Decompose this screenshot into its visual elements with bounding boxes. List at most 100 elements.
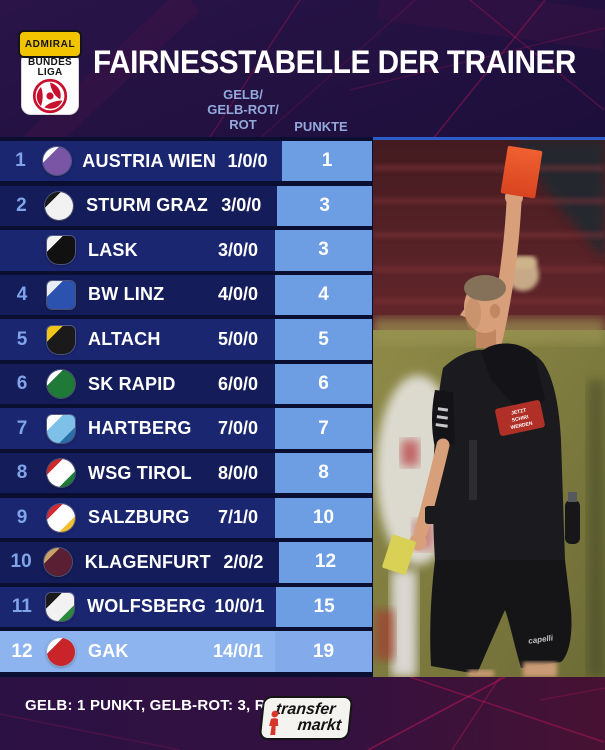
team-name: ALTACH	[88, 329, 161, 349]
club-logo-wrap	[43, 191, 76, 220]
table-row: 6 SK RAPID 6/0/0 6	[0, 363, 372, 405]
referee-watch	[425, 506, 439, 524]
table-row: 4 BW LINZ 4/0/0 4	[0, 274, 372, 316]
club-logo-icon	[47, 414, 75, 443]
club-logo-icon	[47, 236, 75, 265]
points-column-header: PUNKTE	[294, 119, 348, 134]
club-logo-icon	[47, 459, 75, 488]
table-row: 10 KLAGENFURT 2/0/2 12	[0, 542, 372, 583]
admiral-sponsor-badge: ADMIRAL	[18, 30, 82, 58]
rank-cell: 5	[16, 328, 28, 350]
bottle-in-pocket	[565, 500, 580, 544]
team-name: SALZBURG	[88, 507, 190, 528]
cards-value: 8/0/0	[217, 462, 259, 483]
points-cell: 8	[275, 453, 372, 494]
shorts-brand-text: capelli	[528, 633, 555, 645]
club-logo-icon	[47, 503, 75, 532]
points-cell: 15	[276, 586, 373, 628]
rank-cell: 6	[16, 373, 28, 395]
league-name-line2: LIGA	[37, 67, 63, 78]
points-cell: 5	[275, 319, 372, 360]
club-logo-icon	[47, 325, 75, 354]
cards-value: 7/0/0	[217, 418, 259, 439]
points-cell: 4	[275, 274, 372, 316]
team-name: AUSTRIA WIEN	[82, 150, 217, 171]
cards-value: 3/0/0	[217, 239, 259, 260]
club-logo-wrap	[44, 459, 78, 488]
transfermarkt-word-bottom: markt	[296, 717, 343, 734]
rank-cell: 12	[11, 640, 33, 662]
points-cell: 3	[277, 185, 372, 226]
fairness-table: 1 AUSTRIA WIEN 1/0/0 1 2 STURM GRAZ 3/0/…	[0, 141, 373, 672]
club-logo-icon	[42, 147, 71, 176]
rank-cell: 10	[10, 551, 32, 573]
transfermarkt-mascot-icon	[269, 710, 279, 735]
armband-text-line1: JETZT	[511, 408, 527, 417]
cards-value: 4/0/0	[217, 284, 259, 305]
club-logo-wrap	[44, 280, 78, 309]
points-cell: 10	[275, 497, 372, 539]
table-row: LASK 3/0/0 3	[0, 230, 372, 271]
cards-value: 1/0/0	[227, 150, 268, 171]
cards-header-line2: GELB-ROT/	[207, 102, 279, 117]
bundesliga-badge: BUNDES LIGA	[22, 52, 78, 114]
league-name-line1: BUNDES	[27, 57, 73, 68]
team-name: WSG TIROL	[88, 462, 192, 483]
team-name: HARTBERG	[88, 418, 192, 439]
club-logo-wrap	[44, 325, 78, 354]
referee-photo: JETZT SCHIRI WERDEN capelli	[373, 140, 605, 677]
cards-value: 7/1/0	[217, 507, 259, 528]
rank-cell: 2	[16, 194, 27, 216]
club-logo-icon	[44, 548, 73, 577]
armband-text-line3: WERDEN	[510, 421, 533, 432]
table-row: 1 AUSTRIA WIEN 1/0/0 1	[0, 141, 372, 182]
table-row: 11 WOLFSBERG 10/0/1 15	[0, 586, 373, 628]
rank-cell: 1	[15, 150, 26, 172]
bundesliga-ball-icon	[32, 78, 68, 114]
table-row: 2 STURM GRAZ 3/0/0 3	[0, 185, 372, 226]
points-cell: 1	[282, 141, 372, 182]
team-name: SK RAPID	[88, 373, 176, 394]
points-cell: 12	[278, 542, 372, 583]
team-name: GAK	[88, 641, 129, 662]
page-title: FAIRNESSTABELLE DER TRAINER	[93, 44, 576, 80]
yellow-card-shape	[382, 534, 416, 575]
table-row: 9 SALZBURG 7/1/0 10	[0, 497, 372, 539]
table-row: 7 HARTBERG 7/0/0 7	[0, 408, 372, 449]
table-row: 8 WSG TIROL 8/0/0 8	[0, 453, 372, 494]
cards-header-line1: GELB/	[223, 87, 263, 102]
cards-column-header: GELB/ GELB-ROT/ ROT	[183, 87, 303, 132]
cards-value: 6/0/0	[217, 373, 259, 394]
points-cell: 3	[275, 230, 372, 271]
points-cell: 19	[275, 631, 372, 672]
cards-header-line3: ROT	[229, 117, 257, 132]
armband-text-line2: SCHIRI	[511, 414, 529, 424]
cards-value: 14/0/1	[212, 641, 264, 662]
points-cell: 6	[275, 363, 372, 405]
club-logo-wrap	[44, 370, 78, 399]
club-logo-wrap	[42, 548, 75, 577]
club-logo-wrap	[44, 637, 78, 666]
club-logo-icon	[46, 592, 75, 621]
club-logo-icon	[47, 637, 75, 666]
club-logo-icon	[47, 370, 75, 399]
rank-cell: 7	[16, 417, 28, 439]
club-logo-wrap	[44, 414, 78, 443]
rank-cell: 11	[11, 595, 32, 617]
cards-value: 2/0/2	[223, 551, 264, 572]
team-name: WOLFSBERG	[87, 596, 206, 617]
points-cell: 7	[275, 408, 372, 449]
club-logo-wrap	[41, 147, 73, 176]
rank-cell: 8	[16, 462, 28, 484]
rank-cell: 4	[16, 283, 28, 305]
club-logo-icon	[47, 280, 75, 309]
club-logo-wrap	[44, 236, 78, 265]
cards-value: 10/0/1	[214, 596, 265, 617]
team-name: STURM GRAZ	[86, 195, 209, 216]
club-logo-icon	[45, 191, 74, 220]
referee-armband: JETZT SCHIRI WERDEN	[495, 400, 545, 436]
red-card-shape	[500, 145, 543, 199]
transfermarkt-word-top: transfer	[275, 701, 337, 718]
legend-text: GELB: 1 PUNKT, GELB-ROT: 3, ROT: 5	[25, 697, 304, 714]
